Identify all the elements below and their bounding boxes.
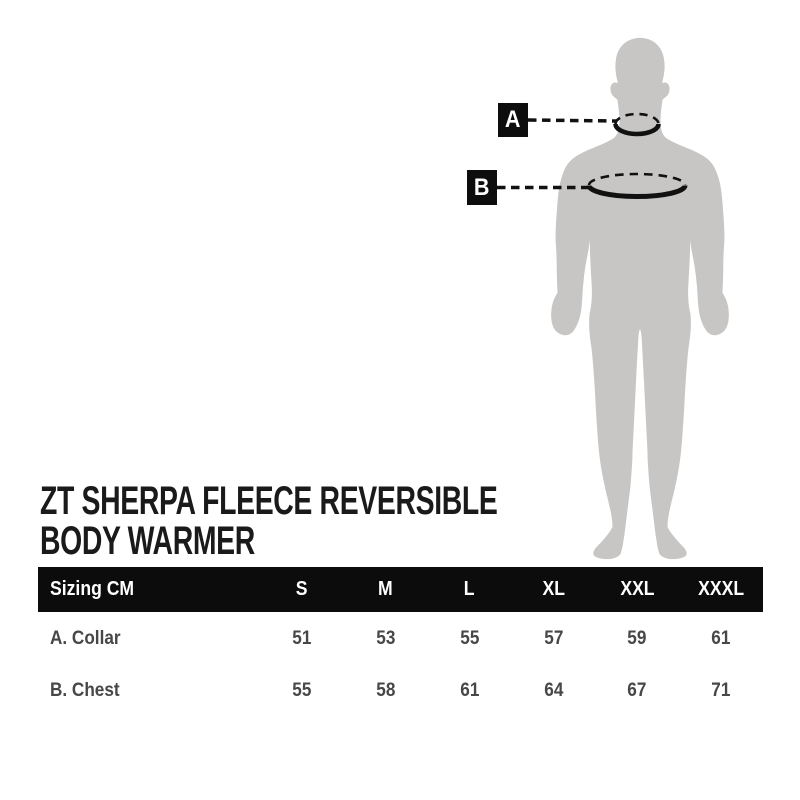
size-column-header-xxxl: XXXL bbox=[698, 578, 745, 600]
product-title-line2: BODY WARMER bbox=[40, 519, 255, 563]
marker-a-badge: A bbox=[498, 103, 528, 137]
measurement-value: 59 bbox=[627, 626, 647, 649]
marker-b-label: B bbox=[474, 173, 490, 201]
measurement-value: 64 bbox=[543, 678, 563, 701]
product-title-line1: ZT SHERPA FLEECE REVERSIBLE bbox=[40, 479, 498, 523]
size-column-header-s: S bbox=[296, 578, 308, 600]
measurement-value: 61 bbox=[460, 678, 480, 701]
chest-measure-ellipse bbox=[586, 172, 688, 199]
collar-leader-line bbox=[527, 118, 618, 123]
size-column-header-l: L bbox=[464, 578, 475, 600]
size-column-header-xxl: XXL bbox=[620, 578, 655, 600]
body-measurement-diagram bbox=[497, 37, 729, 560]
measurement-value: 67 bbox=[627, 678, 647, 701]
body-silhouette bbox=[551, 37, 729, 560]
collar-measure-ellipse bbox=[613, 112, 661, 137]
measurement-value: 58 bbox=[376, 678, 396, 701]
size-chart-header-label: Sizing CM bbox=[50, 578, 135, 600]
measurement-value: 55 bbox=[292, 678, 312, 701]
measurement-value: 55 bbox=[460, 626, 480, 649]
size-chart-header-row: Sizing CM S M L XL XXL XXXL bbox=[38, 567, 763, 612]
size-chart-table: Sizing CM S M L XL XXL XXXL A. Collar 51 53 55 57… bbox=[38, 567, 763, 716]
table-row: A. Collar 51 53 55 57 59 61 bbox=[38, 612, 763, 664]
table-row: B. Chest 55 58 61 64 67 71 bbox=[38, 664, 763, 716]
marker-b-badge: B bbox=[467, 170, 497, 205]
size-column-header-m: M bbox=[378, 578, 394, 600]
marker-a-label: A bbox=[505, 106, 521, 133]
measurement-value: 61 bbox=[711, 626, 731, 649]
measurement-value: 57 bbox=[543, 626, 563, 649]
size-column-header-xl: XL bbox=[542, 578, 565, 600]
product-title: ZT SHERPA FLEECE REVERSIBLE BODY WARMER bbox=[40, 479, 498, 563]
measurement-row-label: B. Chest bbox=[50, 678, 120, 701]
measurement-value: 71 bbox=[711, 678, 731, 701]
measurement-value: 51 bbox=[292, 626, 312, 649]
measurement-row-label: A. Collar bbox=[50, 626, 121, 649]
measurement-value: 53 bbox=[376, 626, 396, 649]
